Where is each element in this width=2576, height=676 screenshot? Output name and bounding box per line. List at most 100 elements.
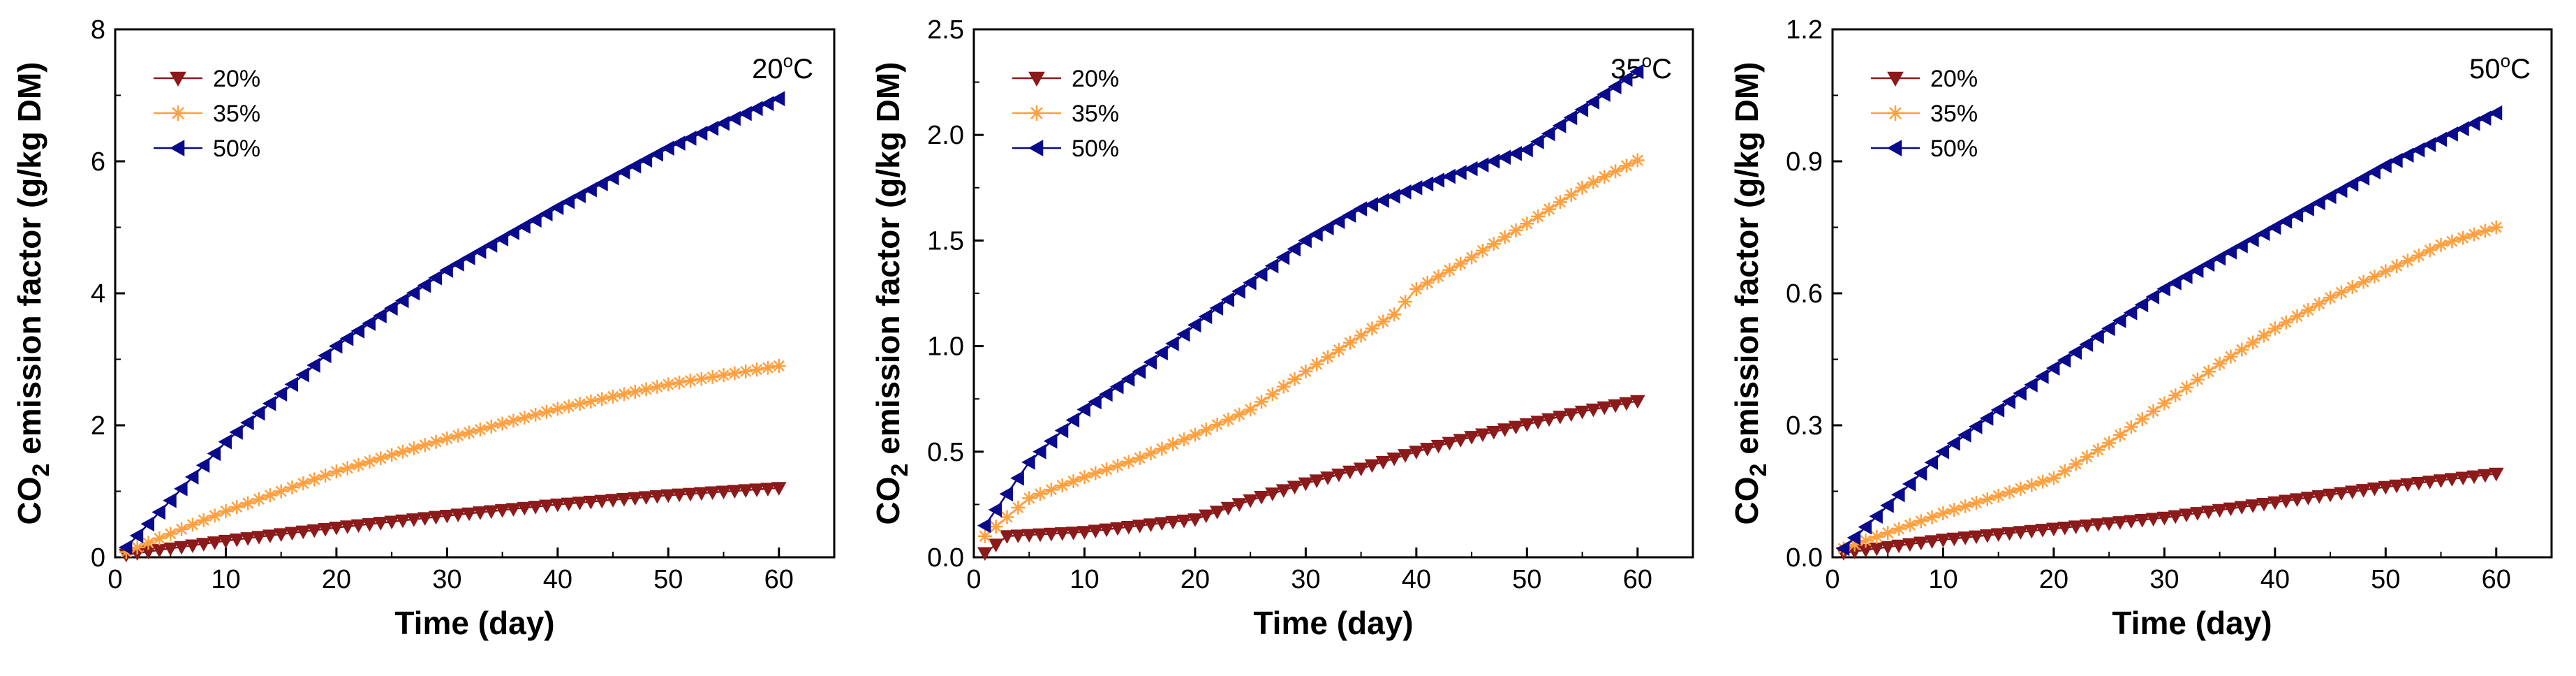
data-point-20pct (2134, 513, 2150, 528)
data-point-50pct (749, 101, 763, 117)
data-point-50pct (1935, 443, 1949, 460)
data-point-35pct (2201, 365, 2216, 379)
data-point-50pct (1386, 189, 1400, 204)
legend-label-20pct: 20% (213, 66, 260, 92)
data-point-35pct (340, 461, 355, 476)
data-point-20pct (771, 482, 787, 496)
data-point-35pct (1088, 466, 1103, 480)
data-point-50pct (2200, 256, 2215, 272)
data-point-20pct (1409, 446, 1424, 460)
data-point-35pct (1265, 387, 1280, 402)
data-point-20pct (1924, 535, 1940, 549)
series-line-50pct (125, 98, 780, 548)
data-point-35pct (385, 448, 399, 462)
data-point-50pct (1010, 470, 1024, 486)
data-point-50pct (1021, 455, 1035, 470)
data-point-35pct (1914, 514, 1928, 529)
data-point-50pct (572, 188, 586, 203)
data-point-20pct (1541, 413, 1557, 427)
temperature-label: 20oC (752, 50, 813, 84)
data-point-50pct (2311, 195, 2325, 211)
data-point-20pct (760, 483, 776, 497)
data-point-50pct (350, 323, 365, 339)
data-point-20pct (2344, 485, 2360, 499)
data-point-50pct (2079, 337, 2093, 352)
data-point-35pct (639, 382, 653, 397)
data-point-35pct (1991, 488, 2006, 503)
data-point-35pct (219, 504, 233, 518)
data-point-20pct (384, 515, 400, 529)
legend-label-35pct: 35% (1072, 101, 1119, 127)
data-point-35pct (2168, 388, 2183, 403)
data-point-35pct (484, 419, 498, 434)
data-point-35pct (152, 531, 167, 545)
data-point-20pct (207, 536, 223, 550)
data-point-50pct (417, 277, 431, 293)
data-point-50pct (1946, 435, 1960, 451)
data-point-20pct (749, 483, 764, 497)
data-point-35pct (2445, 234, 2459, 249)
data-point-20pct (1187, 513, 1203, 527)
data-point-50pct (273, 386, 288, 402)
data-point-35pct (528, 407, 543, 422)
data-point-35pct (1155, 441, 1169, 456)
series-20pct (1836, 467, 2504, 561)
data-point-20pct (605, 494, 621, 508)
data-point-35pct (329, 464, 343, 479)
data-point-35pct (1033, 487, 1048, 501)
data-point-35pct (1000, 510, 1014, 524)
data-point-20pct (583, 495, 599, 510)
data-point-50pct (727, 110, 741, 126)
data-point-20pct (339, 520, 355, 534)
data-point-20pct (2378, 480, 2394, 495)
series-35pct (1836, 220, 2503, 556)
data-point-35pct (2157, 396, 2172, 411)
data-point-35pct (1486, 237, 1501, 251)
data-point-20pct (2289, 493, 2305, 507)
data-point-35pct (1276, 379, 1291, 394)
x-tick-label: 0 (1825, 565, 1840, 594)
y-tick-label: 1.0 (927, 332, 964, 362)
data-point-50pct (1209, 300, 1224, 316)
data-point-35pct (2356, 274, 2371, 289)
data-point-20pct (1969, 530, 1984, 545)
series-20pct (977, 395, 1645, 561)
x-tick-label: 20 (322, 565, 351, 594)
x-tick-label: 10 (1928, 565, 1957, 594)
data-point-50pct (1364, 197, 1378, 212)
data-point-20pct (1913, 536, 1929, 551)
data-point-20pct (1143, 518, 1159, 532)
data-point-35pct (694, 372, 709, 386)
data-point-50pct (1264, 258, 1279, 274)
data-point-20pct (2057, 521, 2073, 536)
legend-marker-20pct (1887, 71, 1904, 87)
data-point-50pct (251, 405, 265, 421)
data-point-50pct (1574, 102, 1589, 117)
data-point-50pct (406, 285, 420, 301)
data-point-20pct (1132, 520, 1148, 534)
data-point-35pct (1409, 281, 1423, 296)
data-point-35pct (2024, 478, 2039, 492)
data-point-35pct (1902, 517, 1917, 532)
data-point-50pct (483, 237, 498, 253)
data-point-50pct (649, 146, 663, 162)
data-point-35pct (396, 444, 410, 459)
x-axis-title: Time (day) (1253, 605, 1413, 641)
legend-label-20pct: 20% (1072, 66, 1119, 92)
data-point-35pct (451, 428, 466, 443)
data-point-35pct (2422, 243, 2437, 258)
legend-marker-20pct (1028, 71, 1045, 87)
data-point-20pct (2068, 520, 2084, 534)
data-point-50pct (2399, 147, 2414, 163)
data-point-50pct (1530, 134, 1544, 149)
y-tick-label: 8 (91, 15, 105, 45)
data-point-35pct (683, 374, 697, 388)
data-point-35pct (727, 366, 742, 381)
data-point-35pct (175, 522, 189, 536)
data-point-35pct (296, 476, 311, 491)
data-point-20pct (450, 508, 466, 522)
data-point-35pct (1321, 350, 1335, 365)
data-point-50pct (1065, 412, 1080, 428)
data-point-50pct (1968, 419, 1983, 434)
data-point-35pct (1858, 534, 1873, 548)
